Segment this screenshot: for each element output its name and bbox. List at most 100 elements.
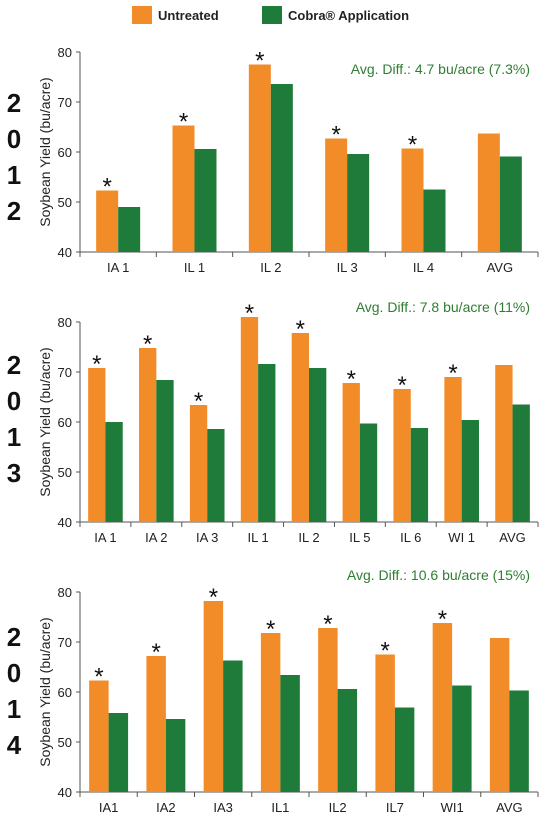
bar-untreated [260,633,281,792]
x-tick-label: IA 2 [145,530,167,545]
bar-untreated [375,654,395,792]
significance-star: * [266,616,275,643]
legend-item-untreated: Untreated [132,5,219,25]
significance-star: * [102,174,111,201]
legend-item-cobra: Cobra® Application [262,5,409,25]
bar-untreated [240,317,259,522]
bar-cobra [165,719,186,792]
bar-cobra [118,207,141,252]
significance-star: * [323,611,332,638]
bar-cobra [452,685,472,792]
x-tick-label: IL 4 [413,260,434,275]
year-digit: 1 [7,160,21,190]
significance-star: * [331,122,340,149]
significance-star: * [245,300,254,327]
significance-star: * [143,331,152,358]
bar-untreated [325,138,348,252]
y-tick-label: 50 [58,195,72,210]
x-tick-label: AVG [499,530,526,545]
significance-star: * [296,316,305,343]
bar-cobra [423,189,446,252]
year-digit: 0 [7,124,21,154]
year-digit: 0 [7,386,21,416]
year-digit: 3 [7,458,21,488]
x-tick-label: IA3 [213,800,233,815]
bar-untreated [96,190,119,252]
bar-cobra [105,422,123,522]
x-tick-label: AVG [487,260,514,275]
y-tick-label: 50 [58,465,72,480]
avg-diff-annotation: Avg. Diff.: 7.8 bu/acre (11%) [356,299,530,315]
bar-untreated [489,638,510,792]
bar-untreated [291,333,309,522]
avg-diff-annotation: Avg. Diff.: 4.7 bu/acre (7.3%) [351,61,530,77]
chart-2012: 2 0 1 2 Soybean Yield (bu/acre) 40 50 60 70 80 IA … [7,45,539,275]
legend-label-cobra: Cobra® Application [288,7,410,23]
bar-cobra [194,149,217,252]
bar-cobra [280,675,300,792]
bar-untreated [318,628,338,792]
bar-untreated [203,601,224,792]
x-tick-label: IA 1 [94,530,116,545]
year-digit: 0 [7,658,21,688]
bar-cobra [410,428,429,522]
bar-untreated [432,623,453,792]
bar-cobra [509,690,529,792]
legend-label-untreated: Untreated [158,7,219,23]
y-tick-label: 70 [58,365,72,380]
bar-untreated [172,125,195,252]
x-tick-label: IA2 [156,800,176,815]
y-tick-label: 70 [58,95,72,110]
y-tick-label: 60 [58,145,72,160]
bar-untreated [495,365,513,522]
bar-untreated [477,133,500,252]
bar-cobra [347,154,370,252]
year-digit: 2 [7,196,21,226]
significance-star: * [255,48,264,75]
bar-untreated [146,656,166,792]
significance-star: * [380,638,389,665]
bar-cobra [258,364,276,522]
year-digit: 1 [7,694,21,724]
x-tick-label: IL 1 [184,260,205,275]
bar-untreated [248,64,271,252]
x-tick-label: IL 2 [260,260,281,275]
x-tick-label: IA1 [99,800,119,815]
bar-untreated [89,680,109,792]
significance-star: * [448,360,457,387]
year-digit: 2 [7,622,21,652]
y-tick-label: 40 [58,245,72,260]
bar-untreated [139,348,157,522]
bar-cobra [394,707,415,792]
y-tick-label: 50 [58,735,72,750]
legend-swatch-untreated [132,6,152,24]
legend: Untreated Cobra® Application [0,0,548,30]
significance-star: * [408,132,417,159]
bar-cobra [108,713,129,792]
x-tick-label: IL2 [329,800,347,815]
significance-star: * [209,584,218,611]
bar-cobra [207,429,225,522]
bar-untreated [401,148,424,252]
x-tick-label: IL 1 [248,530,269,545]
bar-cobra [309,368,327,522]
bar-untreated [393,389,411,522]
y-tick-label: 60 [58,685,72,700]
significance-star: * [179,109,188,136]
bar-cobra [337,689,358,792]
y-tick-label: 40 [58,515,72,530]
bar-cobra [499,156,522,252]
x-tick-label: IA 3 [196,530,218,545]
x-tick-label: IL 2 [298,530,319,545]
y-tick-label: 80 [58,315,72,330]
bar-cobra [359,423,378,522]
y-tick-label: 60 [58,415,72,430]
bar-cobra [512,404,530,522]
significance-star: * [194,388,203,415]
x-tick-label: IL 3 [337,260,358,275]
x-tick-label: AVG [496,800,523,815]
significance-star: * [92,351,101,378]
year-digit: 2 [7,350,21,380]
x-tick-label: IL7 [386,800,404,815]
chart-2014: 2 0 1 4 Soybean Yield (bu/acre) 40 50 60 70 80 IA1… [7,567,539,815]
